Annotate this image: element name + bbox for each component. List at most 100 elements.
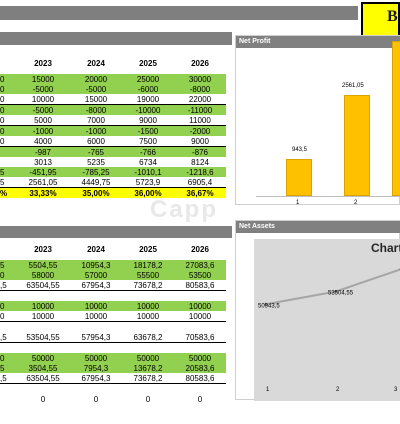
- table-cell: 80583,6: [174, 373, 226, 384]
- table-row: 5 2561,05 4449,75 5723,9 6905,4: [0, 177, 226, 188]
- row-label-fragment: [0, 394, 16, 404]
- row-label-fragment: ,5: [0, 332, 16, 343]
- table-cell: 30000: [174, 74, 226, 84]
- upper-financial-table: 2023 2024 2025 2026 0 15000 20000 25000 30000 0 -5…: [0, 52, 226, 198]
- table-row: 0 -5000 -8000 -10000 -11000: [0, 104, 226, 115]
- table-row: [0, 342, 226, 353]
- table-cell: 53500: [174, 270, 226, 280]
- table-cell: 5504,55: [16, 260, 70, 270]
- table-cell: -5000: [16, 104, 70, 115]
- table-cell: 10000: [16, 94, 70, 105]
- table-cell: 50000: [174, 353, 226, 363]
- table-cell: 10000: [16, 311, 70, 322]
- table-cell: 13678,2: [122, 363, 174, 373]
- net-assets-data-label: 50943,5: [258, 303, 280, 309]
- row-label-fragment: 5: [0, 260, 16, 270]
- table-cell: 9000: [174, 136, 226, 147]
- row-label-fragment: 0: [0, 125, 16, 136]
- table-cell: 7500: [122, 136, 174, 147]
- table-cell: 50000: [16, 353, 70, 363]
- row-label-fragment: 0: [0, 311, 16, 322]
- table-cell: -1500: [122, 125, 174, 136]
- table-cell: 33,33%: [16, 187, 70, 198]
- lower-financial-table: 2023 2024 2025 2026 5 5504,55 10954,3 18178,2 27…: [0, 238, 226, 404]
- table-cell: 63504,55: [16, 280, 70, 291]
- table-cell: 5000: [16, 115, 70, 126]
- net-assets-x-tick: 2: [336, 387, 340, 393]
- table-cell: 7954,3: [70, 363, 122, 373]
- net-profit-x-axis: [256, 196, 400, 197]
- table-row: % 33,33% 35,00% 36,00% 36,67%: [0, 187, 226, 198]
- table-cell: -8000: [70, 104, 122, 115]
- table-cell: 0: [16, 394, 70, 404]
- table-cell: [174, 290, 226, 301]
- table-cell: 3504,55: [16, 363, 70, 373]
- table-cell: 58000: [16, 270, 70, 280]
- table-cell: -1010,1: [122, 167, 174, 177]
- table-cell: 35,00%: [70, 187, 122, 198]
- row-label-fragment: 5: [0, 167, 16, 177]
- table-row: 5 -451,95 -785,25 -1010,1 -1218,6: [0, 167, 226, 177]
- table-cell: 0: [122, 394, 174, 404]
- table-cell: 10000: [16, 301, 70, 311]
- table-cell: -785,25: [70, 167, 122, 177]
- row-label-fragment: 0: [0, 84, 16, 94]
- row-label-fragment: 0: [0, 94, 16, 105]
- table-cell: 73678,2: [122, 373, 174, 384]
- table-cell: -11000: [174, 104, 226, 115]
- table-cell: 50000: [122, 353, 174, 363]
- table-cell: 11000: [174, 115, 226, 126]
- table-row: 0 -5000 -5000 -6000 -8000: [0, 84, 226, 94]
- table-cell: [70, 342, 122, 353]
- table-row: 5 5504,55 10954,3 18178,2 27083,6: [0, 260, 226, 270]
- table-cell: [70, 290, 122, 301]
- net-assets-chart-header: Net Assets: [236, 221, 400, 233]
- table-cell: -1000: [70, 125, 122, 136]
- year-header-2024: 2024: [87, 244, 105, 254]
- row-label-fragment: 0: [0, 104, 16, 115]
- year-header-2026: 2026: [191, 58, 209, 68]
- net-profit-data-label: 2561,05: [342, 82, 364, 89]
- table-cell: [16, 290, 70, 301]
- table-cell: -1000: [16, 125, 70, 136]
- table-cell: 10000: [174, 301, 226, 311]
- table-cell: [122, 383, 174, 394]
- row-label-fragment: 5: [0, 177, 16, 188]
- table-row: ,5 63504,55 67954,3 73678,2 80583,6: [0, 280, 226, 291]
- row-label-fragment: 0: [0, 136, 16, 147]
- net-assets-x-tick: 1: [266, 387, 270, 393]
- year-header-2025: 2025: [139, 244, 157, 254]
- table-cell: 22000: [174, 94, 226, 105]
- top-gray-strip: [0, 6, 358, 20]
- row-label-fragment: [0, 383, 16, 394]
- table-cell: 57000: [70, 270, 122, 280]
- net-profit-plot: 943,5 1 2561,05 2: [236, 41, 400, 206]
- table-row: 0 4000 6000 7500 9000: [0, 136, 226, 147]
- row-label-fragment: [0, 342, 16, 353]
- table-cell: 2561,05: [16, 177, 70, 188]
- table-cell: [122, 321, 174, 332]
- row-label-fragment: [0, 321, 16, 332]
- table-cell: 3013: [16, 157, 70, 167]
- table-cell: -2000: [174, 125, 226, 136]
- table-row: 3013 5235 6734 8124: [0, 157, 226, 167]
- net-profit-bar: [286, 158, 312, 196]
- table-cell: [174, 321, 226, 332]
- net-assets-chart-panel: Net Assets Chart 50943,5 53504,55 1 2 3: [235, 220, 400, 401]
- table-cell: 0: [174, 394, 226, 404]
- year-row-spacer: [0, 52, 16, 74]
- table-cell: [174, 383, 226, 394]
- year-row-spacer: [0, 238, 16, 260]
- table-row: [0, 383, 226, 394]
- net-profit-x-tick: 1: [296, 200, 300, 206]
- row-label-fragment: [0, 290, 16, 301]
- table-cell: [122, 290, 174, 301]
- net-profit-chart-header: Net Profit: [236, 36, 400, 48]
- row-label-fragment: ,5: [0, 373, 16, 384]
- table-cell: -766: [122, 146, 174, 157]
- table-cell: -1218,6: [174, 167, 226, 177]
- table-cell: 10000: [174, 311, 226, 322]
- net-assets-line-chart: 50943,5 53504,55 1 2 3: [258, 268, 400, 393]
- table-cell: 7000: [70, 115, 122, 126]
